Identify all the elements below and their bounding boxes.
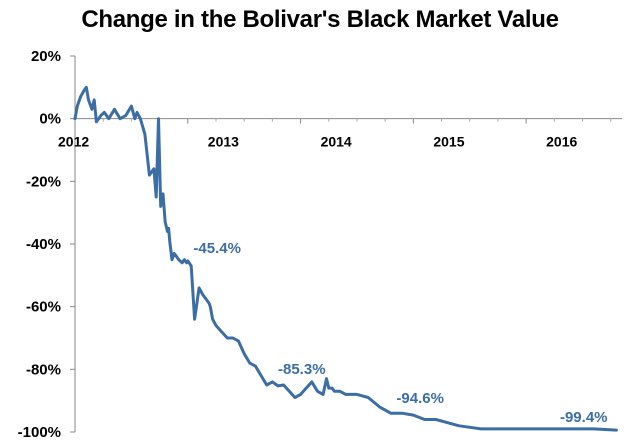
data-label: -85.3% [278,361,326,378]
x-axis [74,118,622,124]
x-tick-label: 2014 [321,134,352,150]
y-tick-label: 20% [31,48,61,65]
series-line [73,85,618,432]
data-label: -94.6% [396,390,444,407]
x-tick-labels: 2012 2013 2014 2015 2016 [58,134,577,150]
chart-title: Change in the Bolivar's Black Market Val… [81,6,559,33]
data-label: -45.4% [193,240,241,257]
y-tick-label: 0% [39,111,61,128]
y-tick-label: -40% [26,236,61,253]
x-tick-label: 2013 [208,134,239,150]
y-tick-label: -60% [26,299,61,316]
y-tick-label: -20% [26,173,61,190]
annotations: -45.4% -85.3% -94.6% -99.4% [193,240,607,426]
data-label: -99.4% [560,409,608,426]
x-tick-label: 2016 [546,134,577,150]
y-tick-labels: 20% 0% -20% -40% -60% -80% -100% [18,48,61,441]
x-tick-label: 2015 [433,134,464,150]
x-tick-label: 2012 [58,134,89,150]
series [73,85,618,432]
y-tick-label: -80% [26,361,61,378]
y-tick-label: -100% [18,424,61,441]
y-axis [70,55,76,433]
